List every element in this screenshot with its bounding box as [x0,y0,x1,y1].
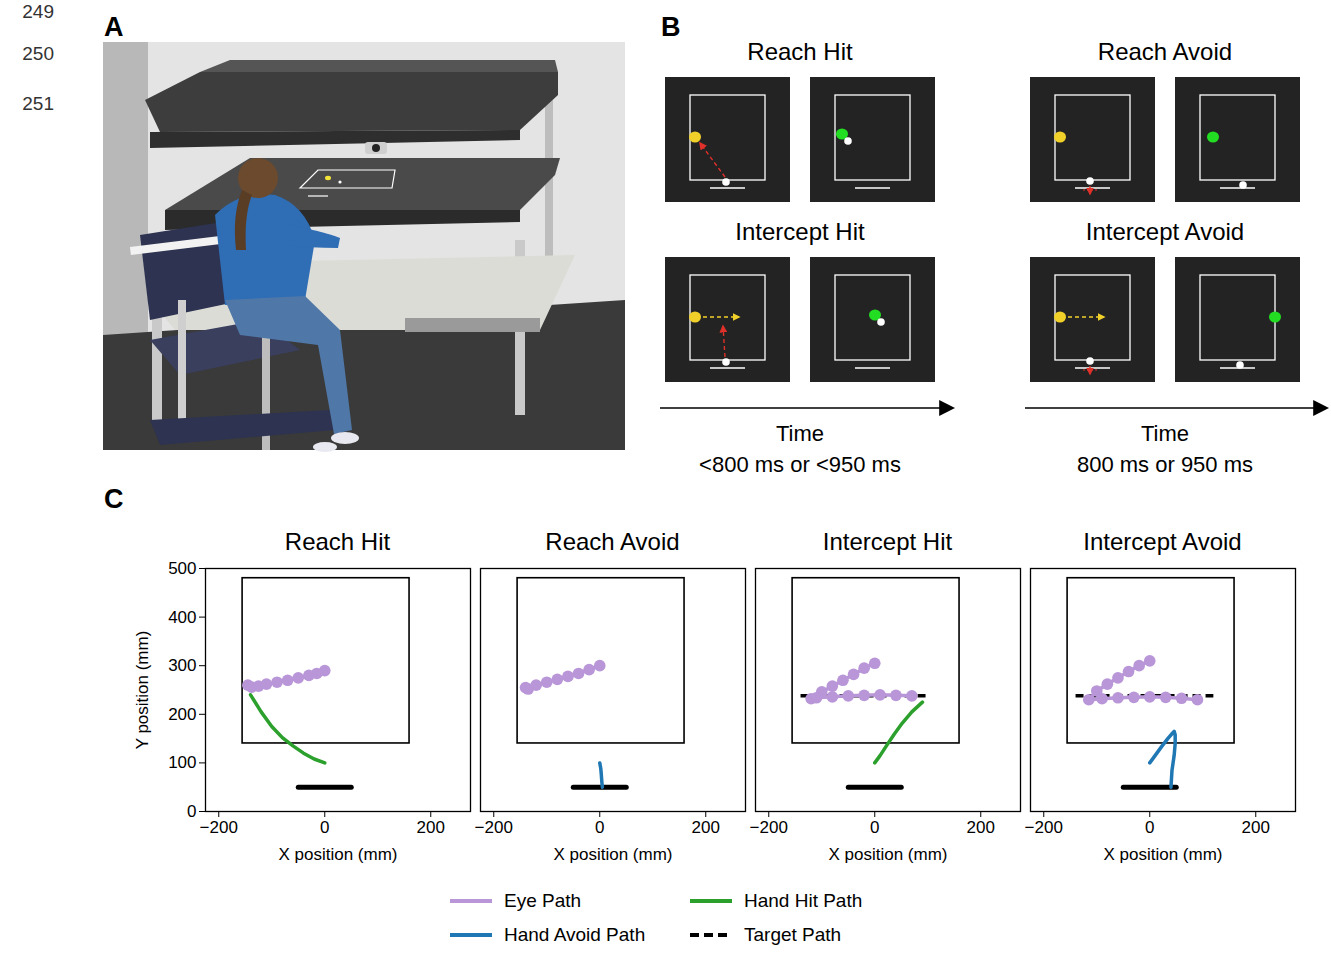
svg-text:−200: −200 [750,818,788,837]
svg-text:200: 200 [168,705,196,724]
svg-text:400: 400 [168,608,196,627]
svg-text:Reach Avoid: Reach Avoid [1098,38,1232,65]
svg-text:A: A [104,12,124,42]
svg-text:X position (mm): X position (mm) [1103,845,1222,864]
html-text:Target Path: Target Path [744,924,842,945]
svg-text:200: 200 [692,818,720,837]
html-text:Reach Hit: Reach Hit [284,528,391,555]
svg-text:Time: Time [776,421,824,446]
svg-text:Intercept Avoid: Intercept Avoid [1086,218,1244,245]
svg-text:0: 0 [1145,818,1154,837]
svg-text:Time: Time [1141,421,1189,446]
svg-text:−200: −200 [475,818,513,837]
svg-text:Intercept Hit: Intercept Hit [735,218,865,245]
svg-text:249: 249 [22,1,54,22]
svg-text:0: 0 [870,818,879,837]
html-text:Reach Avoid: Reach Avoid [545,528,680,555]
html-text:Intercept Hit: Intercept Hit [822,528,953,555]
svg-text:Y position (mm): Y position (mm) [133,631,152,750]
html-text:Eye Path: Eye Path [504,890,582,911]
html-text:Intercept Avoid: Intercept Avoid [1083,528,1242,555]
svg-text:800 ms or 950 ms: 800 ms or 950 ms [1077,452,1253,477]
svg-text:500: 500 [168,559,196,578]
html-text:Hand Avoid Path: Hand Avoid Path [504,924,646,945]
svg-text:X position (mm): X position (mm) [278,845,397,864]
svg-text:B: B [661,12,681,42]
html-text:C: C [104,484,124,514]
svg-text:0: 0 [595,818,604,837]
svg-text:200: 200 [417,818,445,837]
svg-text:300: 300 [168,656,196,675]
svg-text:200: 200 [967,818,995,837]
svg-text:X position (mm): X position (mm) [828,845,947,864]
svg-text:251: 251 [22,93,54,114]
svg-text:100: 100 [168,753,196,772]
svg-text:200: 200 [1242,818,1270,837]
svg-text:250: 250 [22,43,54,64]
svg-text:0: 0 [320,818,329,837]
html-text:Hand Hit Path: Hand Hit Path [744,890,863,911]
svg-text:−200: −200 [1025,818,1063,837]
svg-text:Reach Hit: Reach Hit [747,38,853,65]
svg-text:<800 ms or <950 ms: <800 ms or <950 ms [699,452,901,477]
svg-text:X position (mm): X position (mm) [553,845,672,864]
svg-text:−200: −200 [200,818,238,837]
svg-text:0: 0 [187,802,196,821]
